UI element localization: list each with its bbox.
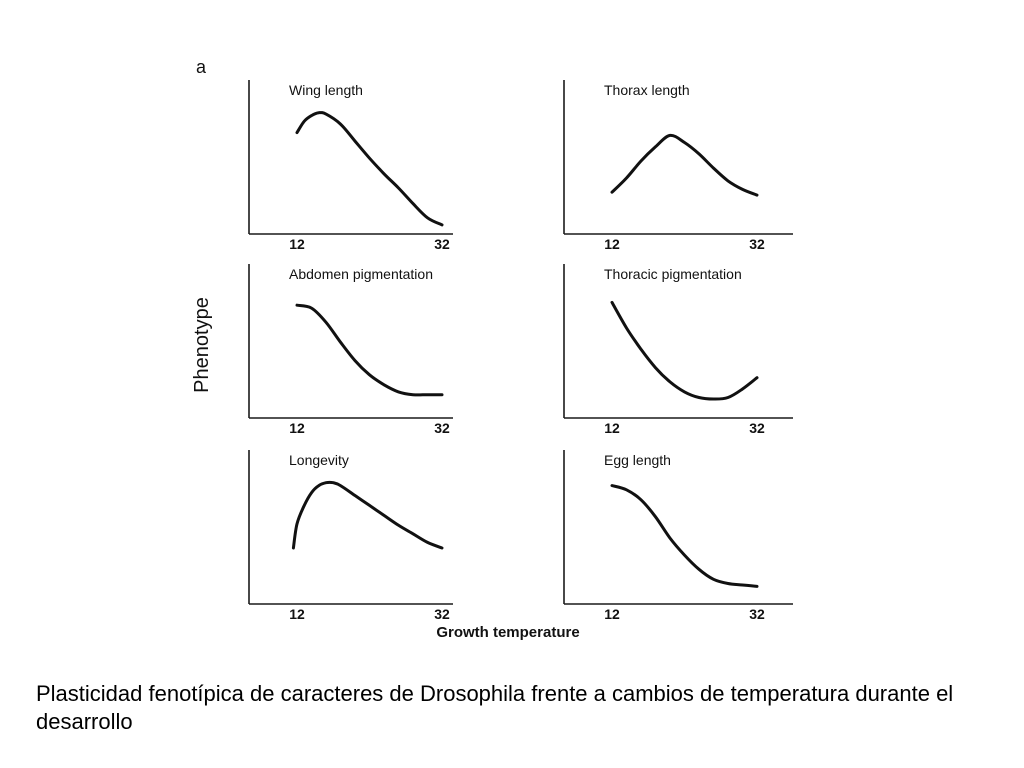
panel-longevity: Longevity 12 32	[248, 450, 453, 622]
panel-title: Thorax length	[604, 82, 690, 98]
series-line-abdomen-pigmentation	[295, 303, 444, 397]
series-line-longevity	[291, 480, 444, 550]
x-tick-label: 12	[604, 606, 620, 622]
series-line-thorax-length	[610, 133, 759, 197]
y-axis-label: Phenotype	[191, 297, 213, 393]
panel-title: Abdomen pigmentation	[289, 266, 433, 282]
panel-abdomen-pigmentation: Abdomen pigmentation 12 32	[248, 264, 453, 436]
x-tick-label: 32	[434, 420, 450, 436]
panel-title: Longevity	[289, 452, 349, 468]
x-tick-label: 32	[749, 236, 765, 252]
panel-wing-length: Wing length 12 32	[248, 80, 453, 252]
x-tick-label: 12	[289, 236, 305, 252]
panel-egg-length: Egg length 12 32	[563, 450, 793, 622]
panel-title: Egg length	[604, 452, 671, 468]
x-tick-label: 12	[604, 420, 620, 436]
panel-thoracic-pigmentation: Thoracic pigmentation 12 32	[563, 264, 793, 436]
series-line-egg-length	[610, 484, 759, 588]
series-line-wing-length	[295, 111, 444, 227]
x-tick-label: 12	[289, 420, 305, 436]
x-tick-label: 32	[434, 236, 450, 252]
x-tick-label: 12	[604, 236, 620, 252]
x-tick-label: 32	[749, 606, 765, 622]
figure-caption: Plasticidad fenotípica de caracteres de …	[36, 681, 954, 734]
panel-title: Thoracic pigmentation	[604, 266, 742, 282]
x-tick-label: 32	[749, 420, 765, 436]
panel-title: Wing length	[289, 82, 363, 98]
series-line-thoracic-pigmentation	[610, 300, 759, 401]
panel-letter: a	[196, 57, 207, 77]
panel-thorax-length: Thorax length 12 32	[563, 80, 793, 252]
x-axis-label: Growth temperature	[436, 624, 579, 641]
x-tick-label: 12	[289, 606, 305, 622]
x-tick-label: 32	[434, 606, 450, 622]
